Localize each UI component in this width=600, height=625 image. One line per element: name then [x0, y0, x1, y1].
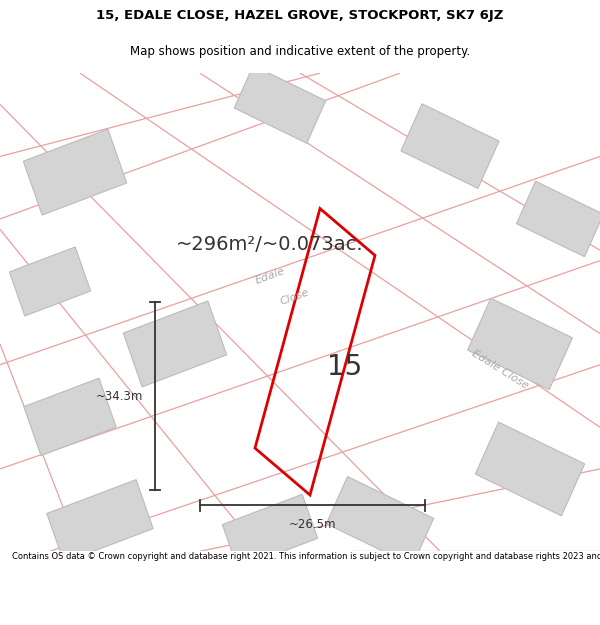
- Bar: [234, 66, 326, 143]
- Text: ~26.5m: ~26.5m: [289, 518, 336, 531]
- Text: ~296m²/~0.073ac.: ~296m²/~0.073ac.: [176, 236, 364, 254]
- Text: Contains OS data © Crown copyright and database right 2021. This information is : Contains OS data © Crown copyright and d…: [12, 552, 600, 561]
- Text: Map shows position and indicative extent of the property.: Map shows position and indicative extent…: [130, 45, 470, 58]
- Bar: [124, 301, 227, 387]
- Bar: [223, 494, 317, 569]
- Bar: [467, 298, 572, 390]
- Text: 15: 15: [328, 353, 362, 381]
- Text: ~34.3m: ~34.3m: [95, 389, 143, 402]
- Bar: [10, 247, 91, 316]
- Bar: [475, 422, 584, 516]
- Bar: [401, 104, 499, 188]
- Bar: [23, 129, 127, 215]
- Bar: [47, 479, 153, 562]
- Text: Edale: Edale: [254, 266, 286, 286]
- Bar: [517, 181, 600, 257]
- Text: Edale Close: Edale Close: [470, 349, 530, 391]
- Bar: [326, 476, 434, 566]
- Bar: [24, 378, 116, 456]
- Text: 15, EDALE CLOSE, HAZEL GROVE, STOCKPORT, SK7 6JZ: 15, EDALE CLOSE, HAZEL GROVE, STOCKPORT,…: [97, 9, 503, 22]
- Text: Close: Close: [279, 288, 311, 307]
